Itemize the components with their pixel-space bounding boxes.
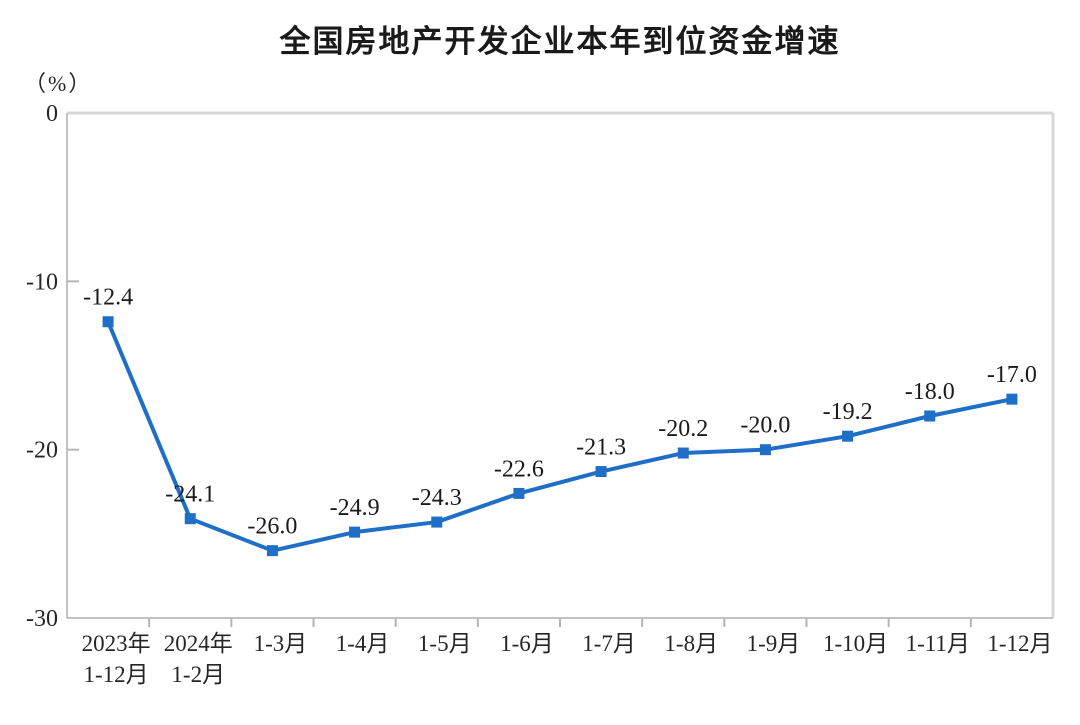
data-point-marker <box>595 466 607 478</box>
data-point-marker <box>924 410 936 422</box>
y-tick-label: -20 <box>26 438 58 464</box>
data-point-label: -20.2 <box>658 416 708 442</box>
data-point-marker <box>349 526 361 538</box>
y-tick-label: -30 <box>26 606 58 632</box>
data-point-label: -18.0 <box>905 379 955 405</box>
x-tick-label: 1-2月 <box>171 662 225 687</box>
x-tick-label: 1-5月 <box>418 631 472 656</box>
data-point-marker <box>842 430 854 442</box>
x-tick-label: 2023年 <box>82 631 151 656</box>
x-tick-label: 1-12月 <box>83 662 148 687</box>
data-point-marker <box>759 444 771 456</box>
data-point-label: -24.3 <box>412 485 462 511</box>
x-tick-label: 1-7月 <box>582 631 636 656</box>
data-point-marker <box>102 316 114 328</box>
series-line <box>106 319 1014 553</box>
x-tick-label: 1-10月 <box>823 631 888 656</box>
data-point-label: -17.0 <box>987 362 1037 388</box>
data-point-marker <box>677 447 689 459</box>
data-point-label: -20.0 <box>740 413 790 439</box>
x-tick-label: 1-12月 <box>987 631 1052 656</box>
data-point-marker <box>266 545 278 557</box>
y-tick-label: 0 <box>46 101 58 127</box>
chart-title: 全国房地产开发企业本年到位资金增速 <box>279 24 841 59</box>
x-tick-label: 1-4月 <box>336 631 390 656</box>
data-point-label: -24.9 <box>330 495 380 521</box>
data-point-marker <box>184 513 196 525</box>
x-tick-label: 2024年 <box>164 631 233 656</box>
x-tick-label: 1-6月 <box>500 631 554 656</box>
data-point-label: -19.2 <box>823 399 873 425</box>
data-point-marker <box>431 516 443 528</box>
data-point-label: -22.6 <box>494 456 544 482</box>
data-point-label: -12.4 <box>83 285 133 311</box>
data-point-label: -24.1 <box>165 482 215 508</box>
x-tick-label: 1-3月 <box>254 631 308 656</box>
data-point-marker <box>1006 393 1018 405</box>
data-point-label: -26.0 <box>247 514 297 540</box>
y-tick-label: -10 <box>26 269 58 295</box>
data-point-label: -21.3 <box>576 435 626 461</box>
data-point-marker <box>513 487 525 499</box>
x-tick-label: 1-9月 <box>747 631 801 656</box>
y-axis-unit-label: （%） <box>24 71 93 96</box>
x-tick-label: 1-8月 <box>664 631 718 656</box>
x-tick-label: 1-11月 <box>906 631 970 656</box>
